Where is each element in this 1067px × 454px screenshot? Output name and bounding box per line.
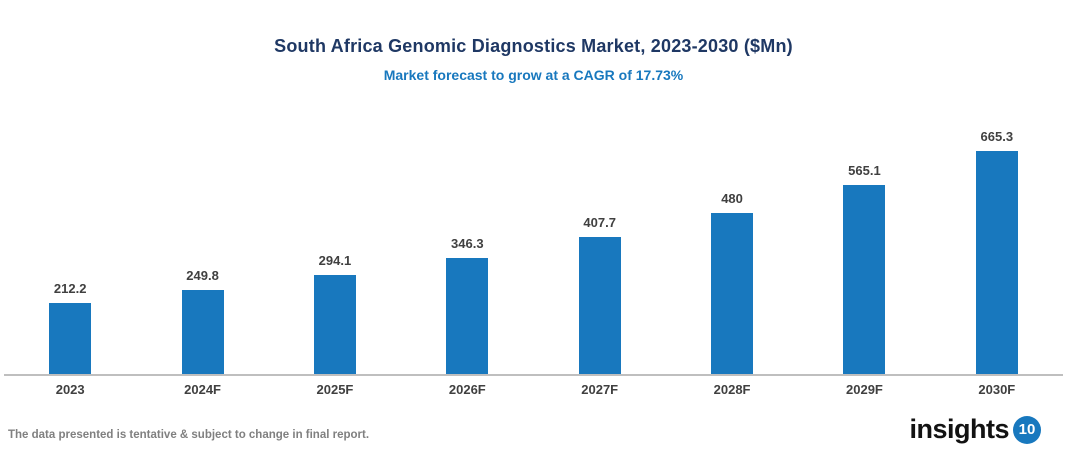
bar-group: 665.3 xyxy=(931,129,1063,374)
bar-value-label: 346.3 xyxy=(451,236,484,251)
bar xyxy=(49,303,92,374)
disclaimer-text: The data presented is tentative & subjec… xyxy=(8,429,370,441)
x-axis-label: 2028F xyxy=(713,382,751,397)
logo-badge-circle: 10 xyxy=(1013,415,1041,444)
bar-value-label: 480 xyxy=(721,191,743,206)
x-axis-label: 2025F xyxy=(316,382,354,397)
bar-group: 480 xyxy=(666,191,798,374)
bar xyxy=(843,185,886,374)
bar-value-label: 565.1 xyxy=(848,163,881,178)
bar xyxy=(975,151,1018,374)
bar-value-label: 294.1 xyxy=(318,253,352,268)
x-axis-label: 2029F xyxy=(846,382,883,397)
bar xyxy=(446,258,489,374)
bar-group: 212.2 xyxy=(4,281,136,374)
chart-header: South Africa Genomic Diagnostics Market,… xyxy=(0,0,1067,83)
x-axis-label: 2027F xyxy=(581,382,619,397)
bar-group: 249.8 xyxy=(136,268,268,374)
x-axis-label: 2023 xyxy=(55,382,85,397)
chart-title: South Africa Genomic Diagnostics Market,… xyxy=(274,36,793,56)
bar-value-label: 665.3 xyxy=(980,129,1014,144)
x-axis-label: 2026F xyxy=(448,382,486,397)
bar-value-label: 212.2 xyxy=(53,281,87,296)
insights10-logo: insights 10 xyxy=(909,414,1041,445)
bar-group: 565.1 xyxy=(798,163,930,374)
bar-value-label: 407.7 xyxy=(583,215,616,230)
bar-group: 407.7 xyxy=(534,215,666,374)
bar xyxy=(711,213,754,374)
chart-subtitle: Market forecast to grow at a CAGR of 17.… xyxy=(383,67,684,83)
bar xyxy=(578,237,621,374)
bar-value-label: 249.8 xyxy=(186,268,219,283)
bar-group: 294.1 xyxy=(269,253,401,374)
bars-row: 212.2 249.8 294.1 346.3 407.7 480 565.1 665.3 xyxy=(4,110,1063,374)
bar-chart: 212.2 249.8 294.1 346.3 407.7 480 565.1 665.3 2… xyxy=(4,110,1063,397)
bar xyxy=(181,290,224,374)
x-axis-label: 2024F xyxy=(184,382,221,397)
bar-group: 346.3 xyxy=(401,236,533,374)
x-axis-label: 2030F xyxy=(978,382,1016,397)
logo-text: insights xyxy=(909,414,1009,444)
bar xyxy=(313,275,356,374)
x-axis-line xyxy=(4,374,1063,376)
x-labels-row: 2023 2024F 2025F 2026F 2027F 2028F 2029F 2030F xyxy=(4,382,1063,397)
